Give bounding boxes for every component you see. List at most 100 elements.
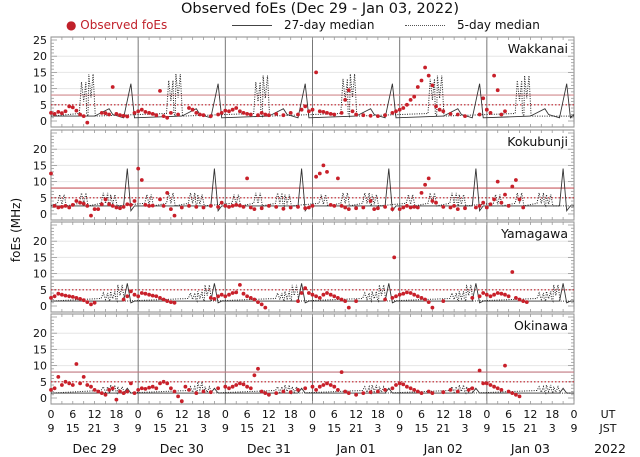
- observed-foes-point: [70, 295, 75, 299]
- observed-foes-point: [176, 112, 181, 117]
- observed-foes-point: [521, 205, 526, 210]
- observed-foes-point: [143, 203, 148, 207]
- observed-foes-point: [132, 199, 137, 203]
- y-tick-label: 15: [33, 66, 47, 79]
- observed-foes-point: [328, 112, 333, 116]
- legend-5day-median: 5-day median: [405, 18, 540, 32]
- observed-foes-point: [172, 300, 177, 305]
- x-tick-label-jst: 9: [571, 422, 578, 435]
- observed-foes-point: [132, 111, 137, 115]
- observed-foes-point: [484, 107, 489, 112]
- observed-foes-point: [405, 204, 409, 208]
- legend-27day-label: 27-day median: [284, 18, 375, 32]
- observed-foes-point: [158, 296, 162, 300]
- observed-foes-point: [441, 205, 446, 209]
- observed-foes-point: [139, 386, 144, 391]
- observed-foes-point: [376, 206, 380, 211]
- y-tick-label: 0: [40, 392, 47, 405]
- observed-foes-point: [121, 391, 126, 395]
- observed-foes-point: [281, 206, 286, 211]
- y-tick-label: 20: [33, 50, 47, 63]
- observed-foes-point: [89, 213, 93, 218]
- observed-foes-point: [198, 112, 202, 117]
- observed-foes-point: [448, 205, 453, 210]
- observed-foes-point: [346, 305, 351, 310]
- legend-observed: ● Observed foEs: [66, 18, 167, 32]
- observed-foes-point: [63, 379, 68, 384]
- observed-foes-point: [52, 386, 57, 391]
- observed-foes-point: [208, 114, 213, 118]
- observed-foes-point: [96, 207, 101, 212]
- observed-foes-point: [256, 366, 260, 371]
- x-tick-label-jst: 9: [135, 422, 142, 435]
- observed-foes-point: [194, 205, 199, 209]
- observed-foes-point: [514, 296, 518, 300]
- observed-foes-point: [129, 203, 133, 207]
- observed-foes-point: [383, 297, 387, 302]
- observed-foes-point: [238, 109, 242, 114]
- x-tick-label-ut: 6: [69, 408, 76, 421]
- x-tick-label-ut: 12: [262, 408, 276, 421]
- observed-foes-point: [234, 106, 239, 110]
- observed-foes-point: [165, 115, 170, 120]
- x-tick-label-ut: 6: [331, 408, 338, 421]
- observed-foes-point: [150, 384, 155, 389]
- observed-foes-point: [74, 199, 79, 203]
- observed-foes-point: [492, 384, 496, 389]
- observed-foes-point: [216, 294, 221, 299]
- observed-foes-point: [147, 292, 152, 297]
- observed-foes-point: [169, 207, 173, 212]
- observed-foes-point: [139, 178, 144, 182]
- observed-foes-point: [110, 204, 115, 208]
- observed-foes-point: [165, 191, 170, 195]
- x-tick-label-jst: 15: [502, 422, 516, 435]
- observed-foes-point: [274, 391, 279, 395]
- observed-foes-point: [219, 111, 224, 115]
- observed-foes-point: [405, 384, 409, 389]
- observed-foes-point: [470, 386, 475, 391]
- observed-foes-point: [85, 383, 90, 387]
- observed-foes-point: [336, 176, 340, 181]
- observed-foes-point: [245, 294, 250, 299]
- observed-foes-point: [121, 297, 126, 302]
- observed-foes-point: [514, 392, 518, 397]
- observed-foes-point: [288, 390, 293, 395]
- y-tick-label: 5: [40, 376, 47, 389]
- observed-foes-point: [216, 112, 221, 117]
- observed-foes-point: [299, 107, 304, 112]
- x-tick-label-ut: 18: [197, 408, 211, 421]
- observed-foes-point: [165, 381, 170, 386]
- observed-foes-point: [150, 293, 155, 298]
- observed-foes-point: [397, 207, 402, 212]
- observed-foes-point: [412, 94, 417, 99]
- observed-foes-point: [241, 382, 246, 387]
- observed-foes-point: [514, 178, 518, 182]
- observed-foes-point: [158, 197, 162, 202]
- observed-foes-point: [376, 114, 380, 118]
- observed-foes-point: [423, 182, 427, 187]
- observed-foes-point: [81, 375, 86, 379]
- observed-foes-point: [397, 381, 402, 386]
- observed-foes-point: [401, 291, 406, 296]
- observed-foes-point: [60, 205, 64, 209]
- observed-foes-point: [129, 381, 133, 386]
- observed-foes-point: [161, 297, 166, 302]
- observed-foes-point: [92, 300, 97, 305]
- observed-foes-point: [332, 294, 337, 299]
- observed-foes-point: [408, 205, 413, 210]
- observed-foes-point: [368, 390, 373, 395]
- observed-foes-point: [296, 205, 300, 209]
- observed-foes-point: [201, 389, 206, 394]
- chart-title: Observed foEs (Dec 29 - Jan 03, 2022): [180, 1, 460, 17]
- observed-foes-point: [234, 203, 239, 207]
- observed-foes-point: [248, 205, 253, 210]
- observed-foes-point: [267, 113, 271, 118]
- observed-foes-point: [259, 302, 264, 307]
- observed-foes-point: [248, 296, 253, 300]
- observed-foes-point: [495, 179, 500, 184]
- observed-foes-point: [219, 200, 224, 205]
- observed-foes-point: [503, 109, 507, 114]
- observed-foes-point: [274, 112, 279, 116]
- observed-foes-point: [423, 65, 427, 70]
- observed-foes-point: [397, 107, 402, 112]
